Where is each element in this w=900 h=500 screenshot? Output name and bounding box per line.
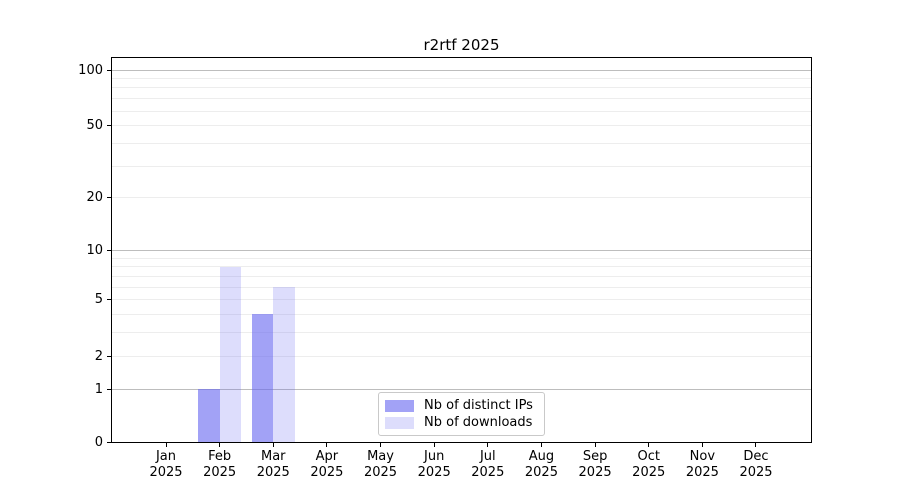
y-gridline-major: [112, 388, 811, 390]
chart-title: r2rtf 2025: [423, 36, 500, 54]
legend-label: Nb of downloads: [424, 415, 533, 430]
y-gridline-minor: [112, 77, 811, 79]
y-tick-label: 1: [94, 381, 103, 397]
x-tick-label: Jan 2025: [149, 449, 183, 480]
bar-downloads: [273, 287, 295, 442]
y-gridline-minor: [112, 165, 811, 167]
x-tick: [594, 443, 596, 447]
y-tick-label: 100: [78, 62, 103, 78]
y-tick: [107, 441, 111, 443]
y-tick: [107, 125, 111, 127]
y-gridline-minor: [112, 275, 811, 277]
x-tick-label: Jul 2025: [471, 449, 505, 480]
x-tick-label: Feb 2025: [203, 449, 237, 480]
y-gridline-major: [112, 69, 811, 71]
bar-downloads: [219, 266, 242, 442]
y-tick-label: 5: [94, 292, 103, 308]
x-tick: [272, 443, 274, 447]
bar-distinct-ips: [198, 389, 220, 442]
x-tick: [755, 443, 757, 447]
x-tick-label: Apr 2025: [310, 449, 344, 480]
y-gridline-minor: [112, 286, 811, 288]
distinct-ips-swatch: [385, 399, 414, 412]
y-gridline-minor: [112, 197, 811, 199]
y-gridline-minor: [112, 98, 811, 100]
y-tick: [107, 69, 111, 71]
x-tick: [433, 443, 435, 447]
y-tick-label: 50: [86, 118, 103, 134]
y-gridline-minor: [112, 332, 811, 334]
y-tick: [107, 355, 111, 357]
x-tick: [540, 443, 542, 447]
y-tick-label: 2: [94, 348, 103, 364]
y-tick: [107, 388, 111, 390]
y-tick: [107, 299, 111, 301]
x-tick: [701, 443, 703, 447]
plot-area: [111, 57, 812, 443]
x-tick-label: Jun 2025: [417, 449, 451, 480]
y-gridline-minor: [112, 299, 811, 301]
y-gridline-minor: [112, 142, 811, 144]
x-tick-label: Aug 2025: [524, 449, 558, 480]
y-gridline-minor: [112, 257, 811, 259]
y-gridline-minor: [112, 313, 811, 315]
y-gridline-minor: [112, 355, 811, 357]
x-tick: [648, 443, 650, 447]
x-tick-label: Sep 2025: [578, 449, 612, 480]
legend: Nb of distinct IPs Nb of downloads: [378, 392, 545, 436]
y-tick-label: 10: [86, 242, 103, 258]
x-tick-label: Nov 2025: [685, 449, 719, 480]
y-gridline-minor: [112, 125, 811, 127]
x-tick-label: Oct 2025: [632, 449, 666, 480]
y-tick: [107, 249, 111, 251]
y-gridline-minor: [112, 110, 811, 112]
y-gridline-major: [112, 249, 811, 251]
x-tick: [326, 443, 328, 447]
x-tick-label: May 2025: [363, 449, 398, 480]
x-tick: [380, 443, 382, 447]
legend-item-downloads: Nb of downloads: [385, 414, 536, 431]
bar-distinct-ips: [251, 314, 274, 442]
y-gridline-minor: [112, 87, 811, 89]
y-tick-label: 20: [86, 190, 103, 206]
y-tick-label: 0: [94, 434, 103, 450]
x-tick-label: Mar 2025: [256, 449, 290, 480]
x-tick: [219, 443, 221, 447]
x-tick: [165, 443, 167, 447]
y-tick: [107, 197, 111, 199]
x-tick-label: Dec 2025: [739, 449, 773, 480]
x-tick: [487, 443, 489, 447]
legend-item-distinct-ips: Nb of distinct IPs: [385, 397, 536, 414]
downloads-swatch: [385, 416, 414, 429]
legend-label: Nb of distinct IPs: [424, 398, 533, 413]
y-gridline-minor: [112, 266, 811, 268]
